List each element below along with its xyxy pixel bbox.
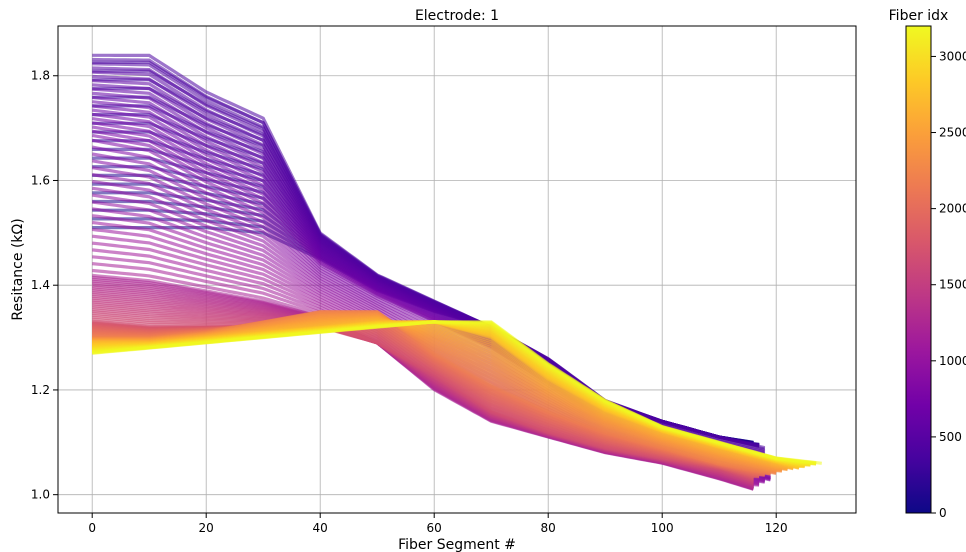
x-tick-label: 120 (765, 521, 788, 535)
x-tick-label: 60 (427, 521, 442, 535)
colorbar-tick-label: 2000 (939, 202, 966, 216)
y-tick-label: 1.0 (31, 488, 50, 502)
colorbar-ticks: 0 500 1000 1500 2000 2500 3000 (931, 49, 966, 520)
x-tick-label: 100 (651, 521, 674, 535)
colorbar-tick-label: 0 (939, 506, 947, 520)
colorbar-tick-label: 2500 (939, 126, 966, 140)
colorbar-tick-label: 1500 (939, 278, 966, 292)
colorbar-label: Fiber idx (889, 8, 949, 24)
x-tick-label: 80 (541, 521, 556, 535)
colorbar-tick-label: 500 (939, 430, 962, 444)
y-tick-label: 1.6 (31, 173, 50, 187)
colorbar (905, 25, 932, 514)
y-tick-label: 1.2 (31, 383, 50, 397)
plot-frame (57, 25, 857, 514)
series-line (92, 320, 822, 465)
y-tick-label: 1.4 (31, 278, 50, 292)
x-tick-label: 20 (199, 521, 214, 535)
chart-title: Electrode: 1 (415, 8, 499, 24)
y-axis-label: Resitance (kΩ) (10, 218, 26, 320)
series-lines (91, 53, 822, 491)
x-tick-label: 0 (88, 521, 96, 535)
x-axis-label: Fiber Segment # (398, 537, 516, 552)
y-axis-ticks: 1.0 1.2 1.4 1.6 1.8 (31, 69, 58, 502)
colorbar-tick-label: 3000 (939, 49, 966, 63)
x-tick-label: 40 (313, 521, 328, 535)
x-axis-ticks: 0 20 40 60 80 100 120 (88, 513, 788, 535)
colorbar-tick-label: 1000 (939, 354, 966, 368)
y-tick-label: 1.8 (31, 69, 50, 83)
series-line (92, 62, 766, 453)
